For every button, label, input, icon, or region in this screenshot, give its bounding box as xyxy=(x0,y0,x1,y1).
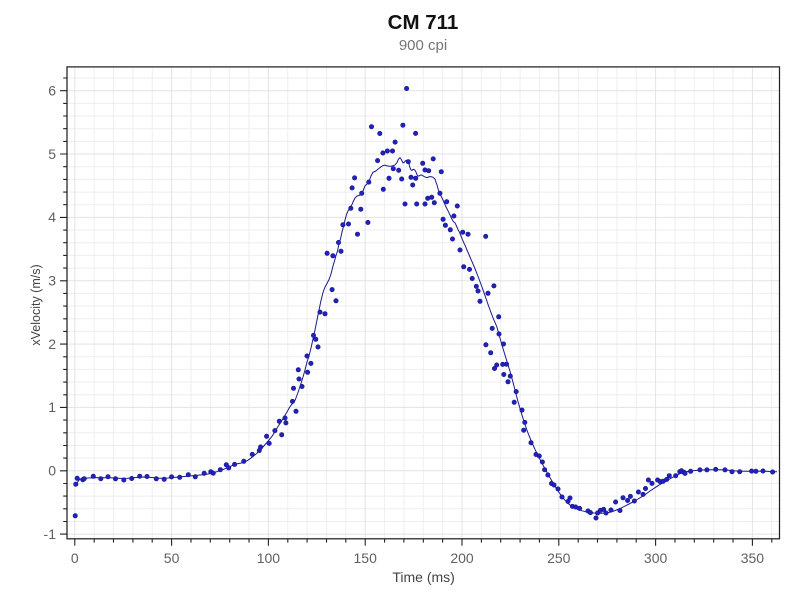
svg-text:250: 250 xyxy=(547,550,571,566)
svg-text:50: 50 xyxy=(164,550,180,566)
svg-text:6: 6 xyxy=(48,83,56,99)
svg-text:2: 2 xyxy=(48,336,56,352)
svg-text:4: 4 xyxy=(48,209,56,225)
svg-text:100: 100 xyxy=(257,550,281,566)
svg-text:CM 711: CM 711 xyxy=(388,11,459,34)
svg-text:0: 0 xyxy=(71,550,79,566)
svg-text:150: 150 xyxy=(354,550,378,566)
svg-text:3: 3 xyxy=(48,273,56,289)
svg-text:xVelocity (m/s): xVelocity (m/s) xyxy=(29,264,43,345)
svg-text:1: 1 xyxy=(48,399,56,415)
svg-text:900 cpi: 900 cpi xyxy=(399,37,447,54)
svg-text:-1: -1 xyxy=(44,526,57,542)
svg-text:0: 0 xyxy=(48,463,56,479)
svg-text:300: 300 xyxy=(644,550,668,566)
svg-text:Time (ms): Time (ms) xyxy=(392,569,454,585)
svg-text:350: 350 xyxy=(741,550,765,566)
svg-text:200: 200 xyxy=(450,550,474,566)
svg-text:5: 5 xyxy=(48,146,56,162)
